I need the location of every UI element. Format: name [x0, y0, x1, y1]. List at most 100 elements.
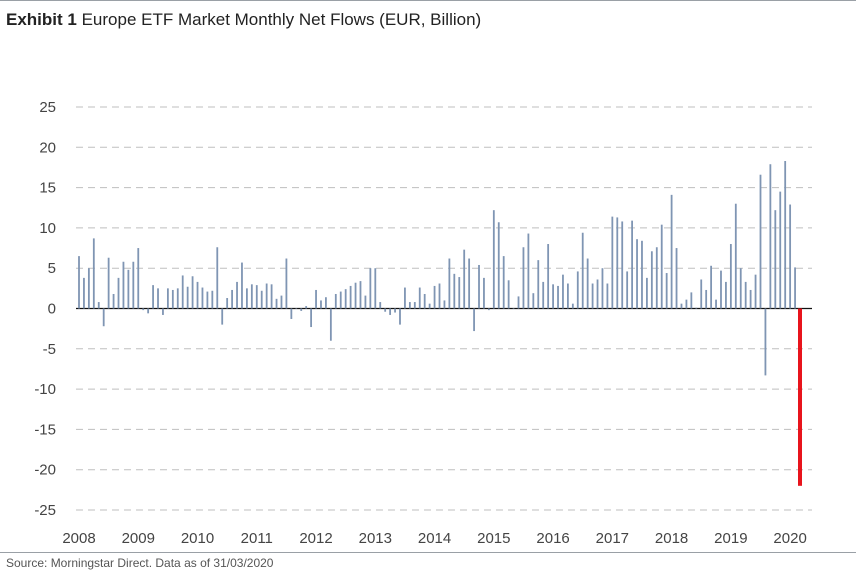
x-tick-label: 2008: [62, 530, 95, 547]
bar: [547, 244, 550, 309]
bar: [97, 302, 100, 309]
bar: [685, 299, 688, 309]
bar: [112, 293, 115, 309]
bar: [418, 287, 421, 309]
bar: [260, 290, 263, 309]
x-tick-label: 2019: [714, 530, 747, 547]
bar: [423, 293, 426, 309]
bar: [705, 289, 708, 309]
bar: [162, 308, 164, 315]
bar: [216, 247, 219, 309]
bar: [354, 282, 357, 309]
bar: [329, 308, 332, 341]
bar: [695, 307, 698, 309]
bar: [280, 295, 283, 309]
top-rule: [0, 0, 856, 1]
exhibit-label: Exhibit 1: [6, 10, 77, 29]
y-tick-label: 10: [39, 220, 56, 237]
bar: [201, 287, 204, 309]
bar: [720, 270, 722, 309]
bar: [152, 285, 154, 309]
bar: [715, 299, 717, 309]
x-tick-label: 2015: [477, 530, 510, 547]
bar: [650, 251, 653, 309]
y-tick-label: 15: [39, 180, 56, 197]
bar: [221, 308, 224, 325]
bar: [394, 308, 396, 313]
bar: [734, 203, 737, 309]
bar: [211, 290, 214, 309]
bar: [591, 283, 594, 309]
bar: [384, 308, 387, 312]
bar: [117, 277, 120, 309]
bar: [404, 287, 406, 309]
x-tick-label: 2012: [299, 530, 332, 547]
bar: [305, 306, 308, 309]
bar: [463, 249, 466, 309]
bar: [759, 174, 762, 309]
x-tick-label: 2011: [241, 530, 273, 547]
bar: [497, 222, 500, 309]
y-tick-label: 20: [39, 139, 56, 156]
bar: [448, 258, 451, 309]
bar: [310, 308, 313, 328]
bar: [601, 268, 604, 309]
bar: [107, 257, 110, 309]
y-tick-label: -10: [34, 381, 56, 398]
bar: [157, 288, 159, 309]
bar: [729, 244, 732, 309]
bar: [137, 248, 140, 309]
bar: [438, 283, 441, 309]
bar-highlight: [798, 308, 802, 486]
bar: [655, 247, 658, 309]
bar: [507, 280, 510, 309]
bar: [680, 303, 683, 309]
x-tick-label: 2014: [418, 530, 451, 547]
bar: [562, 274, 564, 309]
bar: [636, 239, 638, 309]
bar: [522, 247, 525, 309]
x-tick-label: 2010: [181, 530, 214, 547]
bar: [408, 302, 411, 309]
bar: [487, 308, 490, 311]
bar: [596, 279, 599, 309]
title-text: Europe ETF Market Monthly Net Flows (EUR…: [81, 10, 482, 29]
bar: [241, 262, 243, 309]
x-tick-label: 2016: [536, 530, 569, 547]
bar: [794, 267, 796, 309]
source-note: Source: Morningstar Direct. Data as of 3…: [6, 556, 274, 570]
y-tick-label: -15: [34, 421, 56, 438]
bar: [675, 248, 678, 309]
bottom-rule: [0, 552, 856, 553]
bar: [92, 238, 95, 309]
bar: [690, 292, 693, 309]
x-axis-ticks: 2008 2009 2010 2011 2012 2013 2014 2015 2016 2017…: [62, 530, 806, 547]
bar: [290, 308, 293, 319]
bar: [744, 281, 747, 309]
bar: [483, 277, 485, 309]
bar: [631, 220, 633, 309]
bar: [132, 261, 135, 309]
bar: [428, 303, 431, 309]
bar: [443, 300, 446, 309]
bar: [379, 302, 382, 309]
x-tick-label: 2009: [122, 530, 155, 547]
bar: [83, 277, 85, 309]
bar: [626, 271, 629, 309]
bar: [670, 194, 673, 309]
bar: [532, 293, 535, 309]
bar: [285, 258, 288, 309]
bar: [236, 281, 238, 309]
y-tick-label: -20: [34, 462, 56, 479]
bar: [78, 256, 80, 309]
bar: [399, 308, 401, 325]
y-axis-ticks: 25 20 15 10 5 0 -5 -10 -15 -20 -25: [34, 99, 56, 519]
bar: [552, 284, 554, 309]
bar: [616, 217, 619, 309]
y-tick-label: 5: [48, 260, 56, 277]
y-tick-label: 25: [39, 99, 56, 116]
bar: [349, 285, 352, 309]
bar: [231, 289, 233, 309]
bar: [359, 281, 362, 309]
bar: [122, 261, 125, 309]
